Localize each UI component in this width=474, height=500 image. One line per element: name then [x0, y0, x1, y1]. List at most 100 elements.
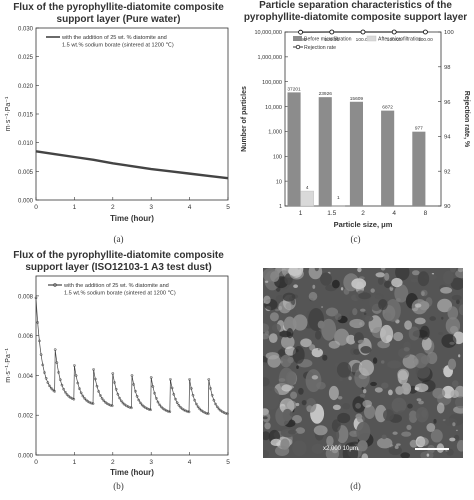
- chart-a-xlabel: Time (hour): [110, 214, 154, 223]
- chart-c-ytick-label: 10,000: [265, 105, 282, 111]
- sem-grain: [288, 430, 297, 435]
- chart-c-xlabel: Particle size, μm: [334, 220, 393, 229]
- sem-grain: [448, 306, 459, 320]
- sem-grain: [381, 268, 386, 271]
- sem-grain: [401, 432, 411, 437]
- sem-grain: [440, 287, 452, 294]
- sem-grain: [362, 453, 369, 458]
- sem-grain: [318, 321, 325, 329]
- sem-grain: [393, 332, 403, 341]
- sem-grain: [352, 308, 357, 315]
- sem-grain: [287, 328, 294, 338]
- sem-grain: [309, 292, 318, 301]
- title-line: pyrophyllite-diatomite composite support…: [237, 12, 474, 24]
- sem-grain: [384, 273, 389, 281]
- sem-grain: [377, 438, 392, 449]
- chart-a-xtick-label: 5: [226, 204, 230, 211]
- chart-b-caption: (b): [0, 481, 237, 491]
- sem-grain: [332, 280, 340, 289]
- sem-grain: [364, 313, 367, 316]
- sem-grain: [404, 347, 410, 351]
- chart-c-ylabel: Number of particles: [241, 86, 248, 152]
- panel-a-pure-water-flux: Flux of the pyrophyllite-diatomite compo…: [0, 0, 237, 248]
- chart-a-ytick-label: 0.000: [18, 199, 34, 205]
- panel-b-test-dust-flux: Flux of the pyrophyllite-diatomite compo…: [0, 248, 237, 495]
- sem-grain: [391, 278, 402, 287]
- sem-grain: [375, 293, 384, 299]
- chart-c-xtick-label: 4: [392, 210, 396, 217]
- chart-b-xtick-label: 2: [111, 459, 115, 466]
- sem-grain: [458, 354, 460, 357]
- sem-grain: [280, 439, 289, 450]
- sem-texture: [263, 268, 463, 458]
- chart-b-xtick-label: 3: [149, 459, 153, 466]
- chart-c-svg: 1101001,00010,000100,0001,000,00010,000,…: [237, 0, 474, 248]
- sem-grain: [293, 314, 308, 330]
- sem-grain: [362, 400, 372, 408]
- sem-grain: [263, 450, 269, 458]
- chart-c-y2tick-label: 90: [444, 204, 450, 210]
- chart-c-rejection-point: [392, 30, 396, 34]
- sem-grain: [449, 342, 454, 345]
- chart-c-bar-before: [412, 132, 425, 206]
- sem-grain: [357, 268, 361, 272]
- sem-grain: [360, 394, 366, 398]
- chart-b-series-line: [36, 298, 227, 414]
- sem-grain: [334, 329, 349, 346]
- chart-b-xlabel: Time (hour): [110, 468, 154, 477]
- chart-c-bar-before-label: 23926: [319, 91, 333, 97]
- chart-a-xtick-label: 2: [111, 204, 115, 211]
- sem-grain: [363, 389, 366, 393]
- sem-grain: [427, 454, 430, 457]
- chart-c-bar-after-label: 4: [306, 185, 309, 191]
- sem-grain: [315, 330, 321, 339]
- panel-d-sem-micrograph: x2,000 10μm (d): [237, 248, 474, 495]
- chart-c-rejection-point: [330, 30, 334, 34]
- sem-grain: [381, 383, 388, 389]
- title-line: Flux of the pyrophyllite-diatomite compo…: [0, 250, 237, 262]
- chart-a-xtick-label: 1: [73, 204, 77, 211]
- title-line: Flux of the pyrophyllite-diatomite compo…: [0, 2, 237, 14]
- chart-a-xtick-label: 0: [34, 204, 38, 211]
- sem-grain: [289, 386, 294, 389]
- sem-grain: [376, 272, 385, 277]
- chart-b-legend-label: 1.5 wt.% sodium borate (sintered at 1200…: [64, 290, 176, 297]
- title-line: Particle separation characteristics of t…: [237, 0, 474, 12]
- chart-c-ytick-label: 10: [276, 179, 282, 185]
- sem-grain: [421, 290, 428, 297]
- sem-grain: [417, 437, 429, 446]
- sem-grain: [415, 303, 422, 307]
- sem-grain: [398, 370, 408, 384]
- chart-c-xtick-label: 1: [299, 210, 303, 217]
- sem-grain: [455, 396, 463, 408]
- sem-grain: [395, 445, 399, 449]
- sem-grain: [452, 295, 462, 301]
- chart-c-ytick-label: 100,000: [262, 80, 282, 86]
- chart-b-xtick-label: 5: [226, 459, 230, 466]
- sem-grain: [416, 407, 429, 422]
- sem-grain: [429, 316, 436, 321]
- sem-grain: [287, 401, 297, 410]
- chart-c-rejection-point: [299, 30, 303, 34]
- sem-grain: [371, 288, 375, 292]
- sem-grain: [322, 355, 327, 361]
- chart-c-bar-before-label: 15609: [350, 96, 364, 102]
- sem-grain: [418, 271, 429, 286]
- sem-grain: [269, 333, 278, 343]
- chart-a-ytick-label: 0.025: [18, 55, 34, 61]
- chart-c-ytick-label: 1,000: [268, 130, 282, 136]
- sem-grain: [437, 403, 445, 414]
- sem-grain: [342, 403, 350, 409]
- sem-grain: [380, 325, 393, 343]
- sem-grain: [337, 362, 351, 378]
- sem-grain: [263, 416, 268, 419]
- sem-grain: [312, 375, 318, 379]
- chart-a-series-line: [36, 151, 228, 178]
- chart-b-xtick-label: 1: [73, 459, 77, 466]
- chart-c-y2tick-label: 98: [444, 65, 450, 71]
- sem-grain: [337, 413, 350, 423]
- chart-c-ytick-label: 100: [273, 154, 282, 160]
- sem-grain: [451, 390, 459, 398]
- chart-c-bar-before-label: 37201: [287, 86, 301, 92]
- sem-grain: [404, 320, 412, 329]
